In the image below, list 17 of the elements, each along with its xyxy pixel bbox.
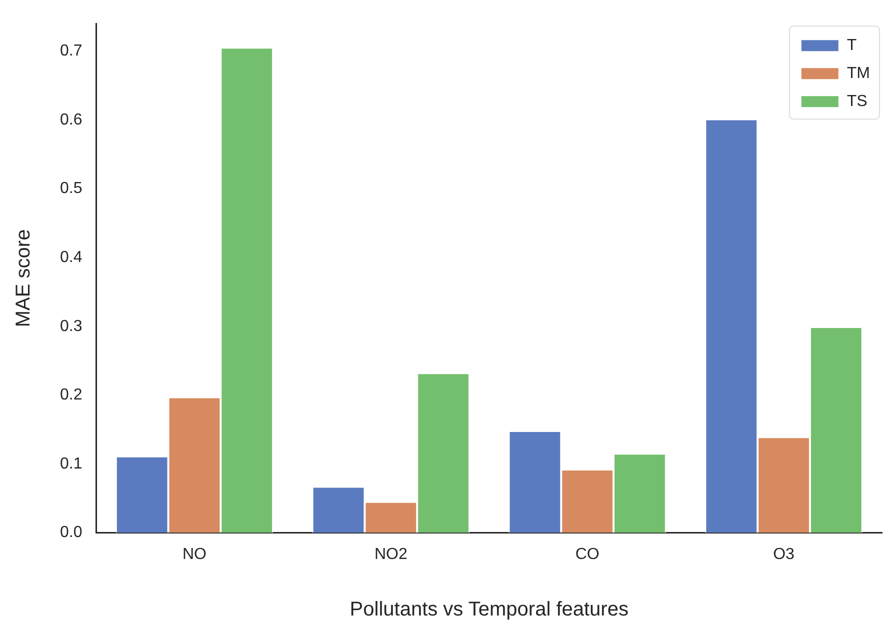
- x-tick-label: O3: [773, 546, 795, 563]
- y-tick-label: 0.4: [60, 248, 82, 266]
- y-tick-label: 0.2: [60, 386, 82, 404]
- legend-label: TM: [846, 65, 870, 82]
- x-tick-label: NO: [182, 546, 206, 563]
- x-tick-label: CO: [575, 546, 600, 563]
- y-tick-label: 0.6: [60, 111, 82, 128]
- y-axis-title: MAE score: [12, 229, 35, 328]
- legend-label: T: [846, 37, 857, 54]
- y-tick-label: 0.7: [60, 42, 82, 60]
- legend-label: TS: [846, 93, 868, 110]
- y-tick-label: 0.1: [60, 455, 82, 472]
- x-tick-label: NO2: [374, 546, 408, 563]
- y-tick-label: 0.0: [60, 524, 82, 542]
- y-tick-label: 0.5: [60, 180, 82, 198]
- y-tick-label: 0.3: [60, 318, 82, 335]
- x-axis-title: Pollutants vs Temporal features: [350, 598, 628, 621]
